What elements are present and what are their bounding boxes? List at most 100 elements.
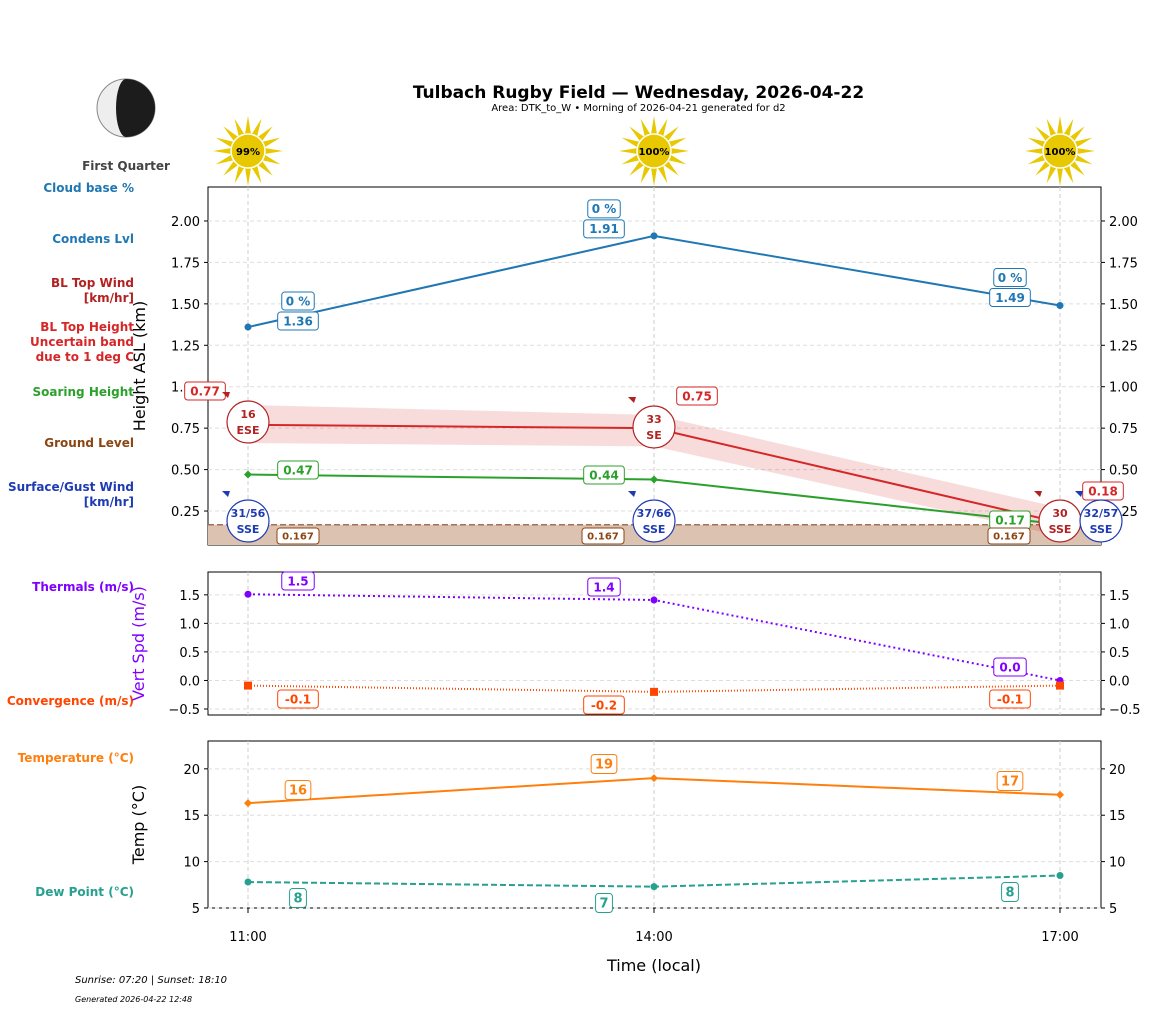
ground-level-label: 0.167 (587, 532, 619, 543)
convergence-marker (650, 687, 658, 696)
sun-disc (636, 133, 672, 169)
temperature-label: 17 (1001, 775, 1019, 790)
temperature-marker (1056, 790, 1064, 799)
bl-top-wind-speed: 30 (1052, 507, 1068, 520)
thermals-label-box (587, 577, 621, 597)
bl-top-wind-circle (226, 400, 270, 444)
soaring-height-label-box (277, 460, 319, 480)
y-axis-label: Height ASL (km) (130, 301, 149, 431)
surface-wind-speed: 31/56 (231, 507, 266, 520)
label-convergence: Convergence (m/s) (6, 694, 134, 708)
convergence-label: -0.2 (591, 698, 617, 712)
bl-top-height-label: 0.75 (682, 389, 712, 403)
bl-top-height-label-box (676, 386, 718, 406)
dew-point-label: 8 (293, 892, 302, 907)
y-tick-label: 1.75 (171, 256, 200, 271)
y-tick-label: 2.00 (171, 215, 200, 230)
cloud-base-label: 0 % (998, 271, 1023, 285)
sun-icon: 99% (213, 116, 283, 186)
temperature-label-box (284, 780, 312, 800)
y-tick-label: 0.75 (171, 422, 200, 437)
bl-uncertainty-band (248, 404, 1060, 536)
bl-top-wind-circle (632, 405, 676, 449)
sun-icon: 100% (619, 116, 689, 186)
dew-point-label-box (289, 888, 307, 908)
y-tick-label-right: 5 (1109, 902, 1117, 917)
y-tick-label-right: 0.75 (1109, 422, 1138, 437)
y-tick-label-right: 1.50 (1109, 298, 1138, 313)
sun-percent-label: 99% (236, 147, 260, 158)
soaring-height-marker (650, 475, 658, 484)
moon-phase-label: First Quarter (82, 159, 170, 173)
soaring-height-label: 0.44 (589, 468, 619, 482)
generated-timestamp: Generated 2026-04-22 12:48 (75, 995, 193, 1004)
bl-top-height-label-box (184, 381, 226, 401)
bl-top-wind-arrow-icon (222, 392, 230, 398)
surface-wind-circle (226, 499, 270, 543)
y-tick-label-right: 10 (1109, 856, 1126, 871)
convergence-label-box (989, 689, 1031, 709)
y-tick-label-right: 1.5 (1109, 589, 1130, 604)
bl-top-wind-speed: 33 (646, 413, 661, 426)
bl-top-wind-direction: ESE (237, 424, 260, 437)
convergence-line (247, 684, 1061, 693)
bl-top-wind-arrow-icon (1034, 491, 1042, 497)
condens-level-marker (650, 232, 658, 240)
cloud-base-label: 0 % (592, 202, 617, 216)
label-surface-wind: Surface/Gust Wind [km/hr] (8, 480, 134, 509)
label-ground: Ground Level (44, 436, 134, 450)
ground-level-label: 0.167 (282, 532, 314, 543)
condens-level-marker (244, 323, 252, 331)
bl-top-wind-arrow-icon (628, 397, 636, 403)
dew-point-label-box (595, 893, 613, 913)
surface-wind-arrow-icon (222, 491, 230, 497)
x-tick-label: 17:00 (1041, 930, 1078, 945)
y-axis-label: Vert Spd (m/s) (129, 586, 148, 701)
surface-wind-speed: 37/66 (637, 507, 672, 520)
thermals-label: 0.0 (999, 660, 1020, 674)
thermals-label: 1.4 (593, 580, 614, 594)
ground-level-label-box (987, 527, 1031, 545)
cloud-base-label-box (587, 199, 621, 219)
dew-point-label: 7 (599, 897, 608, 912)
y-tick-label-right: 1.00 (1109, 381, 1138, 396)
temperature-label: 19 (595, 758, 613, 773)
y-tick-label-right: 15 (1109, 809, 1126, 824)
bl-top-height-label: 0.77 (190, 384, 220, 398)
temperature-label-box (996, 771, 1024, 791)
surface-wind-direction: SSE (237, 523, 260, 536)
y-tick-label-right: 1.0 (1109, 617, 1130, 632)
moon-shadow (116, 79, 155, 137)
label-soaring: Soaring Height (32, 385, 135, 399)
sun-disc (230, 133, 266, 169)
condens-value-label: 1.49 (995, 291, 1025, 305)
y-tick-label: 0.0 (179, 674, 200, 689)
y-tick-label-right: 20 (1109, 763, 1126, 778)
condens-value-label: 1.36 (283, 314, 313, 328)
dew-point-marker (650, 883, 658, 891)
y-tick-label-right: 2.00 (1109, 215, 1138, 230)
thermals-label: 1.5 (287, 574, 308, 588)
temperature-label-box (590, 754, 618, 774)
label-bl-height: BL Top Height Uncertain band due to 1 de… (30, 320, 134, 364)
y-tick-label-right: 0.0 (1109, 674, 1130, 689)
y-tick-label: −0.5 (168, 703, 200, 718)
label-thermals: Thermals (m/s) (32, 580, 134, 594)
bl-top-wind-direction: SE (646, 429, 661, 442)
cloud-base-label-box (281, 291, 315, 311)
surface-wind-circle (632, 499, 676, 543)
label-bl-wind: BL Top Wind [km/hr] (50, 276, 134, 305)
temperature-label: 16 (289, 784, 307, 799)
ground-level-label: 0.167 (993, 532, 1025, 543)
y-axis-label: Temp (°C) (129, 785, 148, 865)
y-tick-label: 1.25 (171, 339, 200, 354)
sun-disc (1042, 133, 1078, 169)
y-tick-label: 1.5 (179, 589, 200, 604)
y-tick-label-right: −0.5 (1109, 703, 1141, 718)
y-tick-label: 0.5 (179, 646, 200, 661)
convergence-label: -0.1 (997, 692, 1023, 706)
condens-value-label-box (989, 288, 1031, 308)
y-tick-label: 0.25 (171, 505, 200, 520)
chart-subtitle: Area: DTK_to_W • Morning of 2026-04-21 g… (491, 103, 786, 114)
